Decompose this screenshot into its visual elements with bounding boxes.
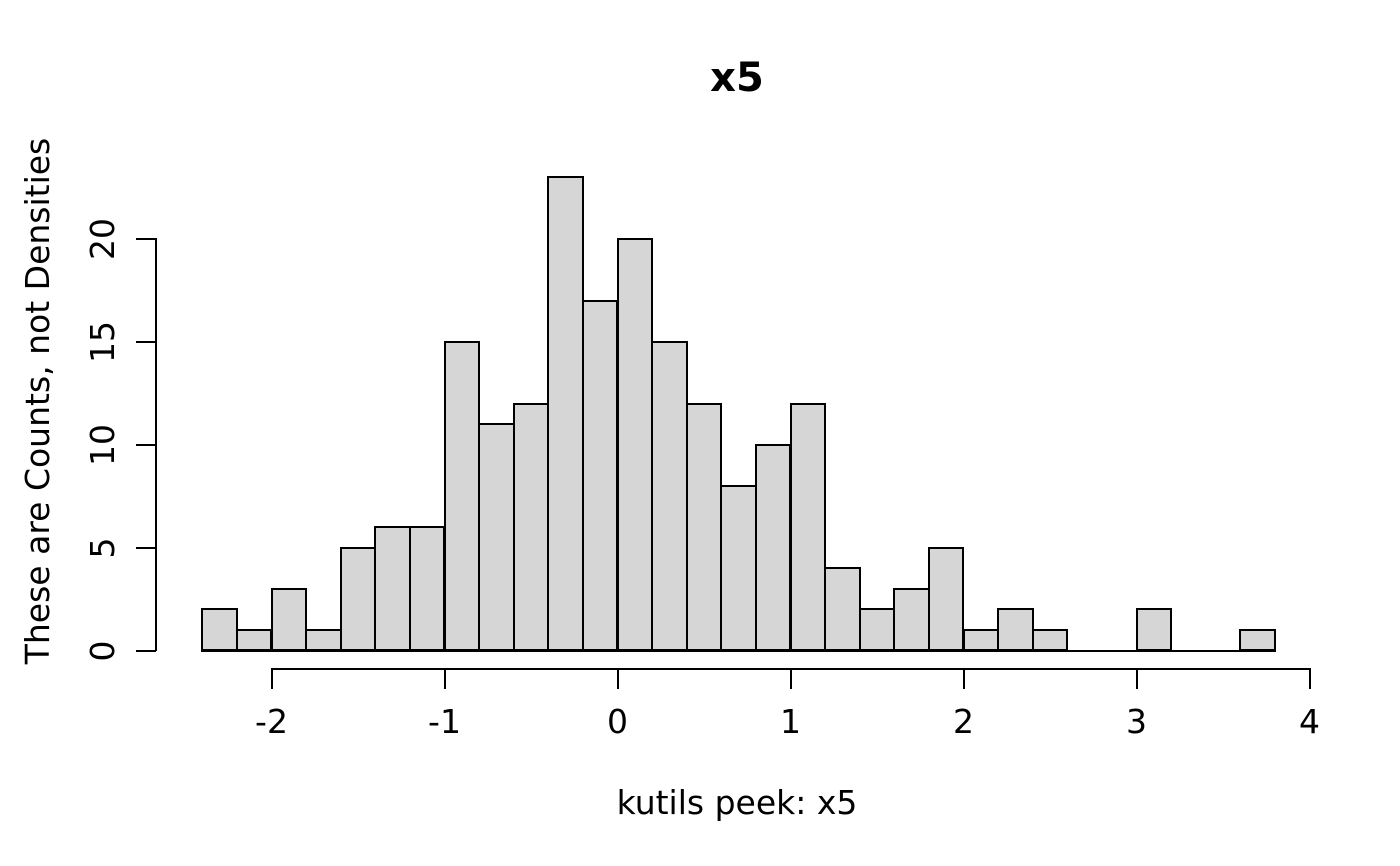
x-tick-label: 4 [1299, 702, 1320, 741]
histogram-bar [893, 587, 930, 652]
y-tick-label: 5 [83, 537, 122, 559]
histogram-bar [997, 608, 1034, 652]
histogram-bar [270, 587, 308, 652]
y-axis-label: These are Counts, not Densities [18, 137, 57, 665]
histogram-bar [720, 484, 757, 652]
histogram-bar [235, 628, 273, 652]
x-tick [1135, 669, 1138, 689]
x-axis-label: kutils peek: x5 [616, 783, 858, 822]
histogram-bar [685, 402, 723, 652]
x-tick [616, 669, 619, 689]
y-tick [136, 546, 156, 549]
x-tick [1308, 669, 1311, 689]
histogram-bar [374, 526, 411, 652]
x-tick-label: 2 [953, 702, 974, 741]
y-tick [136, 649, 156, 652]
histogram-bar [1031, 628, 1069, 652]
histogram-bar [512, 402, 550, 652]
x-tick [270, 669, 273, 689]
histogram-bar [1135, 608, 1173, 652]
histogram-bar [339, 546, 377, 652]
y-tick [136, 340, 156, 343]
x-tick-label: 0 [607, 702, 628, 741]
x-tick-label: 1 [780, 702, 801, 741]
histogram-bar [962, 628, 1000, 652]
x-tick [443, 669, 446, 689]
histogram-bar [651, 340, 688, 652]
histogram-bar [858, 608, 896, 652]
y-axis-line [155, 238, 157, 652]
x-tick-label: -2 [255, 702, 288, 741]
histogram-bar [408, 526, 446, 652]
y-tick-label: 10 [83, 423, 122, 466]
histogram-bar [754, 443, 792, 652]
y-tick-label: 0 [83, 640, 122, 661]
histogram-bar [201, 608, 238, 652]
histogram-bar [581, 299, 619, 652]
histogram-bar [305, 628, 342, 652]
y-tick-label: 20 [83, 218, 122, 261]
x-tick [789, 669, 792, 689]
x-tick [962, 669, 965, 689]
histogram-bar [547, 176, 584, 652]
histogram-bar [443, 340, 481, 652]
y-tick-label: 15 [83, 320, 122, 363]
histogram-bar [1239, 628, 1276, 652]
y-tick [136, 443, 156, 446]
histogram-bar [824, 567, 861, 652]
x-tick-label: 3 [1126, 702, 1147, 741]
chart-title: x5 [710, 55, 764, 101]
histogram-bar [789, 402, 827, 652]
histogram-bar [927, 546, 965, 652]
x-tick-label: -1 [428, 702, 461, 741]
histogram-bar [478, 423, 515, 652]
histogram-bar [616, 238, 654, 652]
y-tick [136, 238, 156, 241]
